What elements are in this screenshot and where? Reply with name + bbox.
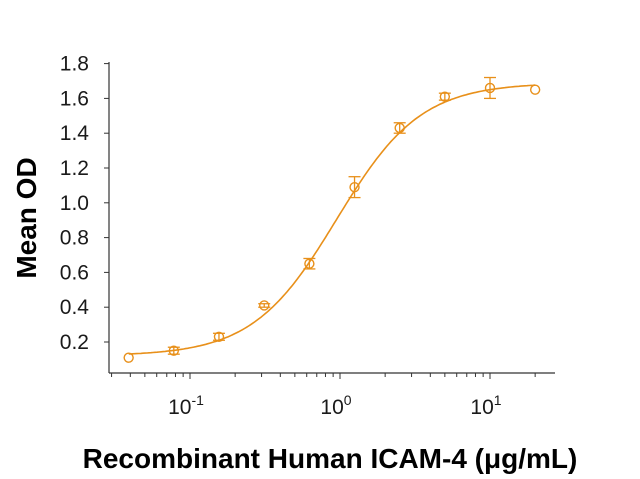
x-tick-label: 10-1 bbox=[168, 392, 204, 419]
open-circle-marker bbox=[484, 82, 496, 94]
open-circle-marker bbox=[168, 345, 180, 356]
data-point bbox=[303, 257, 316, 270]
y-tick-label: 1.6 bbox=[60, 87, 89, 110]
y-axis-title: Mean OD bbox=[11, 157, 42, 278]
y-tick-label: 0.4 bbox=[60, 296, 90, 319]
y-tick-label: 0.6 bbox=[60, 261, 89, 284]
data-point bbox=[529, 84, 541, 95]
open-circle-marker bbox=[304, 258, 315, 269]
y-tick-label: 0.2 bbox=[60, 331, 89, 354]
y-tick-label: 1.4 bbox=[60, 122, 90, 145]
x-tick-label: 100 bbox=[320, 392, 351, 419]
data-point bbox=[123, 352, 134, 363]
y-tick-label: 1.0 bbox=[60, 192, 89, 215]
x-tick-label: 101 bbox=[470, 392, 501, 419]
data-point bbox=[167, 345, 180, 356]
y-tick-label: 1.8 bbox=[60, 53, 89, 76]
data-point bbox=[348, 176, 361, 199]
data-point bbox=[212, 331, 225, 342]
data-point bbox=[438, 91, 451, 102]
open-circle-marker bbox=[349, 181, 360, 193]
axes: 0.2 0.4 0.6 0.8 1.0 1.2 1.4 1.6 1.8 10-1 100 101 bbox=[60, 53, 555, 419]
y-tick-label: 0.8 bbox=[60, 227, 89, 250]
fit-line bbox=[128, 84, 536, 355]
data-point bbox=[484, 76, 496, 100]
open-circle-marker bbox=[259, 300, 270, 311]
fit-curve bbox=[128, 84, 536, 355]
open-circle-marker bbox=[394, 122, 405, 134]
open-circle-marker bbox=[529, 84, 541, 95]
open-circle-marker bbox=[123, 352, 134, 363]
data-point bbox=[258, 300, 271, 311]
x-axis-title: Recombinant Human ICAM-4 (μg/mL) bbox=[83, 443, 578, 474]
open-circle-marker bbox=[213, 331, 225, 342]
open-circle-marker bbox=[439, 91, 451, 102]
y-tick-label: 1.2 bbox=[60, 157, 89, 180]
data-points bbox=[123, 76, 541, 363]
data-point bbox=[393, 122, 406, 134]
